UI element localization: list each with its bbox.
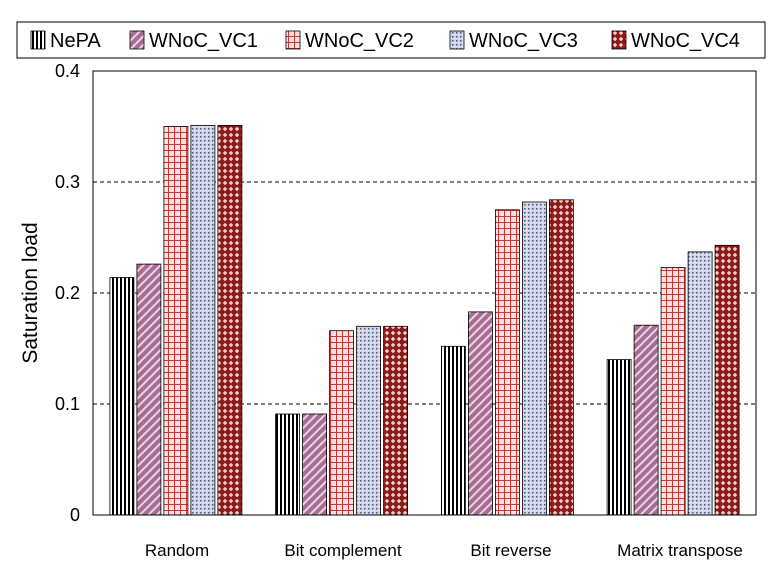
x-axis-categories: Random Bit complement Bit reverse Matrix… xyxy=(145,541,743,560)
bar-nepa-bit-reverse xyxy=(440,345,466,516)
bar-wnoc-vc1-bit-complement xyxy=(302,413,328,516)
legend: NePA WNoC_VC1 WNoC_VC2 WNoC_VC3 WNoC_VC4 xyxy=(16,21,766,59)
bar-wnoc-vc1-bit-reverse xyxy=(467,311,493,516)
y-tick-label: 0.3 xyxy=(55,172,80,192)
legend-label-wnoc-vc1: WNoC_VC1 xyxy=(149,30,258,52)
y-tick-label: 0 xyxy=(70,505,80,525)
bars xyxy=(109,125,740,516)
bar-nepa-bit-complement xyxy=(275,413,301,516)
x-category-label: Bit reverse xyxy=(470,541,551,560)
legend-swatch-wnoc-vc2 xyxy=(285,30,301,50)
bar-wnoc-vc1-matrix-transpose xyxy=(633,324,659,516)
bar-wnoc-vc3-bit-reverse xyxy=(522,201,547,516)
legend-box xyxy=(16,21,766,59)
bar-wnoc-vc1-random xyxy=(136,263,162,516)
bar-wnoc-vc2-random xyxy=(163,126,189,516)
y-tick-label: 0.4 xyxy=(55,61,80,81)
bar-wnoc-vc3-random xyxy=(190,125,216,516)
legend-label-wnoc-vc2: WNoC_VC2 xyxy=(305,30,414,52)
plot-area xyxy=(92,70,757,516)
bar-wnoc-vc2-bit-reverse xyxy=(494,209,520,516)
y-tick-label: 0.1 xyxy=(55,394,80,414)
legend-label-wnoc-vc4: WNoC_VC4 xyxy=(631,30,740,52)
bar-wnoc-vc4-matrix-transpose xyxy=(714,244,740,516)
legend-swatch-nepa xyxy=(30,30,46,50)
x-category-label: Matrix transpose xyxy=(617,541,743,560)
legend-label-nepa: NePA xyxy=(50,30,101,52)
x-category-label: Bit complement xyxy=(284,541,401,560)
bar-nepa-random xyxy=(109,277,135,516)
legend-swatch-wnoc-vc4 xyxy=(611,30,627,50)
legend-swatch-wnoc-vc3 xyxy=(449,30,465,50)
legend-swatch-wnoc-vc1 xyxy=(129,30,145,50)
bar-nepa-matrix-transpose xyxy=(606,359,632,516)
legend-label-wnoc-vc3: WNoC_VC3 xyxy=(469,30,578,52)
bar-wnoc-vc2-matrix-transpose xyxy=(660,267,686,516)
x-category-label: Random xyxy=(145,541,209,560)
bar-wnoc-vc2-bit-complement xyxy=(329,330,355,516)
bar-wnoc-vc4-bit-complement xyxy=(383,325,409,516)
grid-lines xyxy=(93,181,756,405)
bar-wnoc-vc4-bit-reverse xyxy=(549,199,574,516)
y-axis-ticks: 0 0.1 0.2 0.3 0.4 xyxy=(55,61,80,525)
bar-wnoc-vc3-bit-complement xyxy=(356,325,382,516)
bar-wnoc-vc4-random xyxy=(217,125,243,516)
y-tick-label: 0.2 xyxy=(55,283,80,303)
y-axis-label: Saturation load xyxy=(19,222,42,363)
bar-wnoc-vc3-matrix-transpose xyxy=(687,251,713,516)
